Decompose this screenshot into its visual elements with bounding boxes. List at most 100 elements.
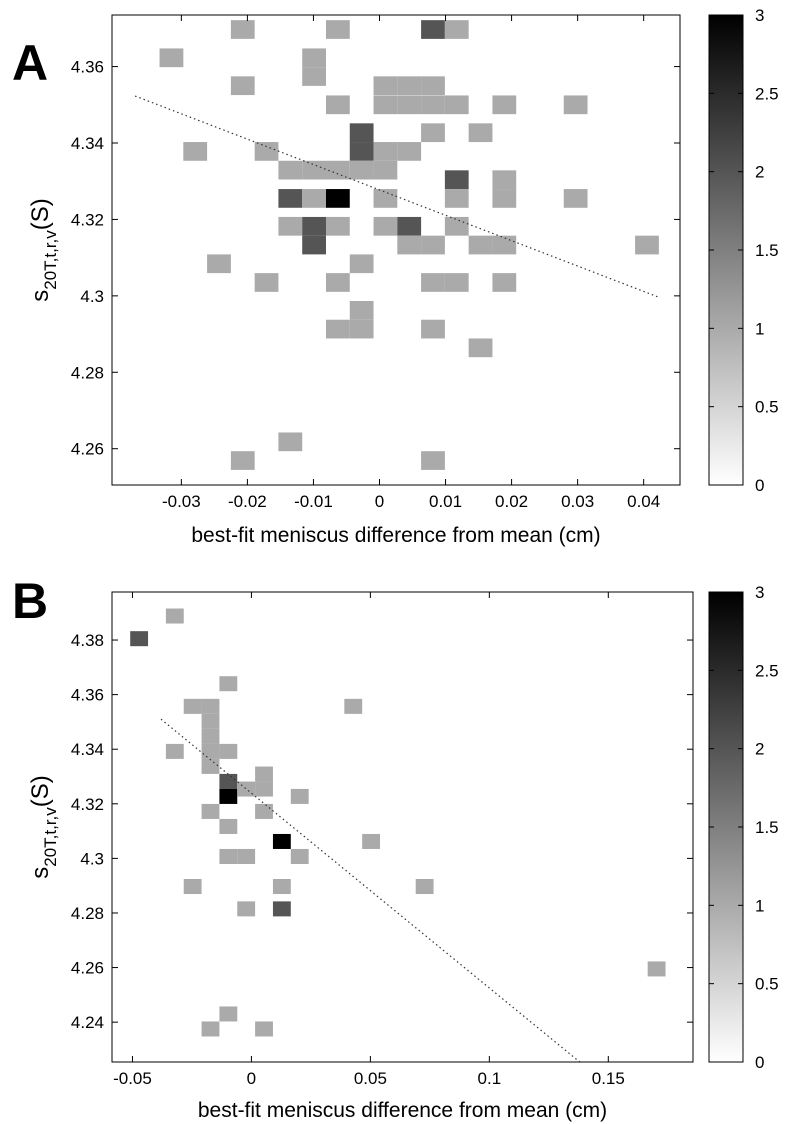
heatmap-cell (362, 833, 381, 849)
heatmap-cell (278, 189, 303, 208)
heatmap-cell (219, 773, 238, 789)
colorbar (708, 591, 744, 1063)
heatmap-cell (373, 160, 398, 180)
colorbar-tick-label: 0.5 (755, 975, 779, 994)
heatmap-cell (349, 301, 374, 320)
heatmap-cell (255, 766, 273, 782)
y-tick-label: 4.36 (71, 58, 104, 77)
heatmap-cell (219, 676, 238, 692)
y-tick-label: 4.38 (71, 631, 104, 650)
heatmap-cell (325, 216, 350, 236)
heatmap-cell (421, 235, 445, 255)
heatmap-cell (421, 451, 445, 470)
heatmap-cell (421, 319, 445, 339)
heatmap-cell (201, 1021, 220, 1037)
heatmap-cell (373, 95, 398, 115)
heatmap-cell (255, 803, 273, 819)
heatmap-cell (272, 878, 291, 895)
heatmap-cell (290, 848, 309, 864)
heatmap-cell (165, 608, 184, 624)
x-tick-label: -0.02 (228, 492, 267, 511)
colorbar-tick-label: 1.5 (755, 241, 779, 260)
heatmap-cell (219, 1006, 238, 1022)
colorbar-tick-label: 1.5 (755, 818, 779, 837)
heatmap-cell (325, 273, 350, 292)
colorbar-tick-label: 2 (755, 163, 764, 182)
heatmap-cell (492, 235, 517, 255)
heatmap-cell (255, 781, 273, 797)
heatmap-cell (278, 160, 303, 180)
heatmap-cell (325, 189, 350, 208)
colorbar-tick-label: 2 (755, 740, 764, 759)
x-tick-label: 0.05 (354, 1069, 387, 1088)
y-tick-label: 4.26 (71, 440, 104, 459)
heatmap-cell (349, 123, 374, 143)
heatmap-cell (492, 170, 517, 190)
heatmap-cell (183, 142, 208, 161)
heatmap-cell (421, 123, 445, 143)
heatmap-cell (468, 235, 493, 255)
heatmap-cell (230, 76, 255, 96)
y-axis-label: s20T,t,r,v(S) (27, 198, 60, 302)
heatmap-cell (201, 803, 220, 819)
y-axis-label-symbol: s (27, 867, 54, 879)
heatmap-cell (349, 160, 374, 180)
heatmap-cell (373, 76, 398, 96)
heatmap-cell (444, 170, 469, 190)
y-tick-label: 4.28 (71, 363, 104, 382)
heatmap-cell (302, 160, 326, 180)
y-axis-label-symbol: s (27, 290, 54, 302)
y-tick-label: 4.34 (71, 134, 104, 153)
heatmap-cell (255, 1021, 273, 1037)
heatmap-cell (373, 142, 398, 161)
heatmap-cell (635, 235, 659, 255)
colorbar-tick-label: 2.5 (755, 661, 779, 680)
heatmap-cell (444, 273, 469, 292)
heatmap-cells (159, 20, 659, 470)
heatmap-cell (373, 189, 398, 208)
colorbar-tick-label: 0 (755, 476, 764, 495)
heatmap-cell (237, 901, 256, 917)
heatmap-cell (444, 95, 469, 115)
heatmap-cell (219, 848, 238, 864)
heatmap-cell (201, 743, 220, 759)
x-tick-label: 0 (247, 1069, 256, 1088)
heatmap-cell (302, 189, 326, 208)
heatmap-cell (254, 142, 279, 161)
y-tick-label: 4.32 (71, 210, 104, 229)
heatmap-cell (290, 788, 309, 804)
panel-letter: A (12, 35, 48, 91)
x-axis-label: best-fit meniscus difference from mean (… (191, 524, 600, 547)
x-tick-label: -0.01 (294, 492, 333, 511)
x-axis-label: best-fit meniscus difference from mean (… (198, 1099, 607, 1122)
y-axis-label-unit: (S) (27, 198, 54, 230)
y-tick-label: 4.34 (71, 740, 104, 759)
y-axis-label-subscript: 20T,t,r,v (41, 230, 60, 290)
heatmap-cells (130, 608, 666, 1037)
heatmap-cell (421, 76, 445, 96)
x-tick-label: 0.15 (592, 1069, 625, 1088)
panel-letter: B (12, 573, 48, 629)
heatmap-cell (325, 95, 350, 115)
heatmap-cell (272, 833, 291, 849)
heatmap-cell (237, 848, 256, 864)
colorbar (708, 14, 744, 486)
y-axis-label: s20T,t,r,v(S) (27, 775, 60, 879)
heatmap-cell (444, 189, 469, 208)
heatmap-cell (219, 743, 238, 759)
heatmap-cell (201, 713, 220, 729)
heatmap-cell (183, 698, 202, 714)
heatmap-cell (219, 818, 238, 834)
heatmap-cell (444, 216, 469, 236)
x-tick-label: 0.04 (627, 492, 660, 511)
y-axis-label-subscript: 20T,t,r,v (41, 807, 60, 867)
heatmap-cell (397, 216, 422, 236)
fit-line (160, 718, 581, 1063)
heatmap-cell (302, 216, 326, 236)
heatmap-cell (254, 273, 279, 292)
heatmap-cell (159, 48, 184, 68)
x-tick-label: 0.02 (495, 492, 528, 511)
heatmap-cell (421, 20, 445, 39)
y-tick-label: 4.36 (71, 686, 104, 705)
